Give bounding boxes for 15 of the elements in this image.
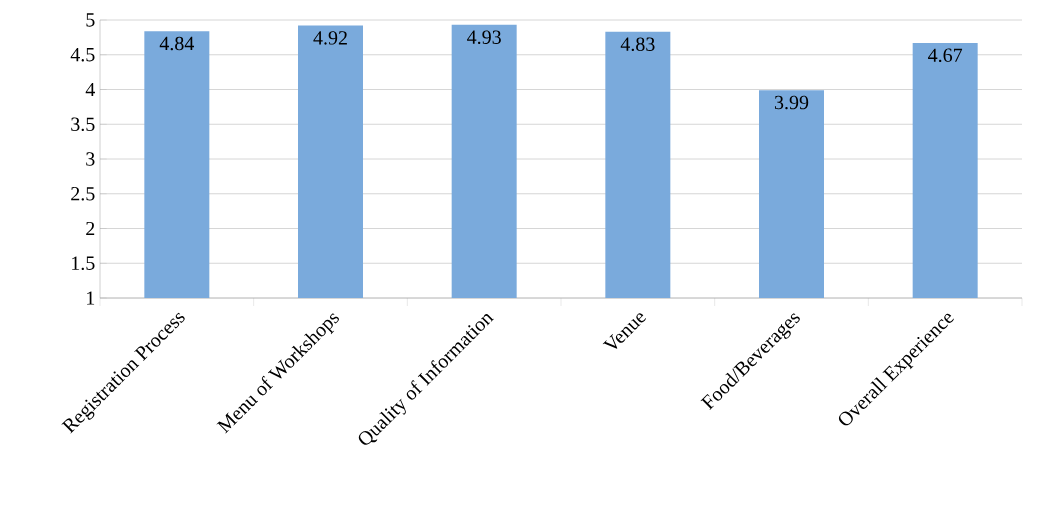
y-tick-label: 1.5 — [72, 256, 95, 270]
data-label: 4.93 — [467, 30, 501, 44]
data-label: 4.83 — [620, 37, 655, 52]
data-label: 3.99 — [774, 95, 809, 110]
data-label: 4.67 — [928, 48, 963, 63]
y-tick-label: 4.5 — [70, 48, 95, 62]
y-tick-label: 4 — [85, 82, 95, 97]
data-label: 4.92 — [313, 31, 347, 45]
y-tick-label: 2.5 — [71, 187, 95, 201]
data-label: 4.84 — [159, 36, 195, 51]
y-tick-label: 5 — [86, 13, 95, 27]
y-tick-label: 3 — [86, 152, 95, 166]
y-tick-label: 2 — [86, 221, 95, 236]
y-tick-label: 3.5 — [71, 117, 95, 132]
y-tick-label: 1 — [87, 291, 95, 305]
